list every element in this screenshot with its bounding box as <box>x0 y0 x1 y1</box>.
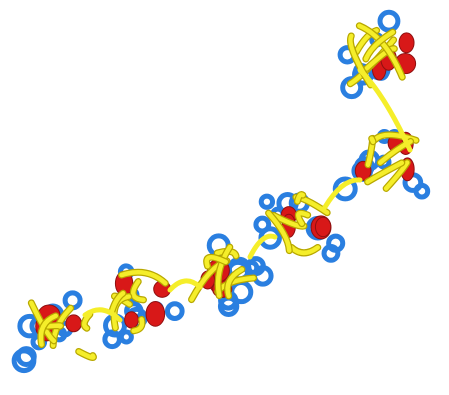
strand <box>372 139 373 142</box>
strand <box>48 326 61 327</box>
helix <box>146 302 165 327</box>
protein-structure-image <box>0 0 449 395</box>
helix <box>315 217 330 236</box>
helix <box>125 312 139 328</box>
helix <box>399 33 414 53</box>
helix <box>66 315 82 332</box>
page: (() => { JSON.parse(document.getElementB… <box>0 0 449 395</box>
